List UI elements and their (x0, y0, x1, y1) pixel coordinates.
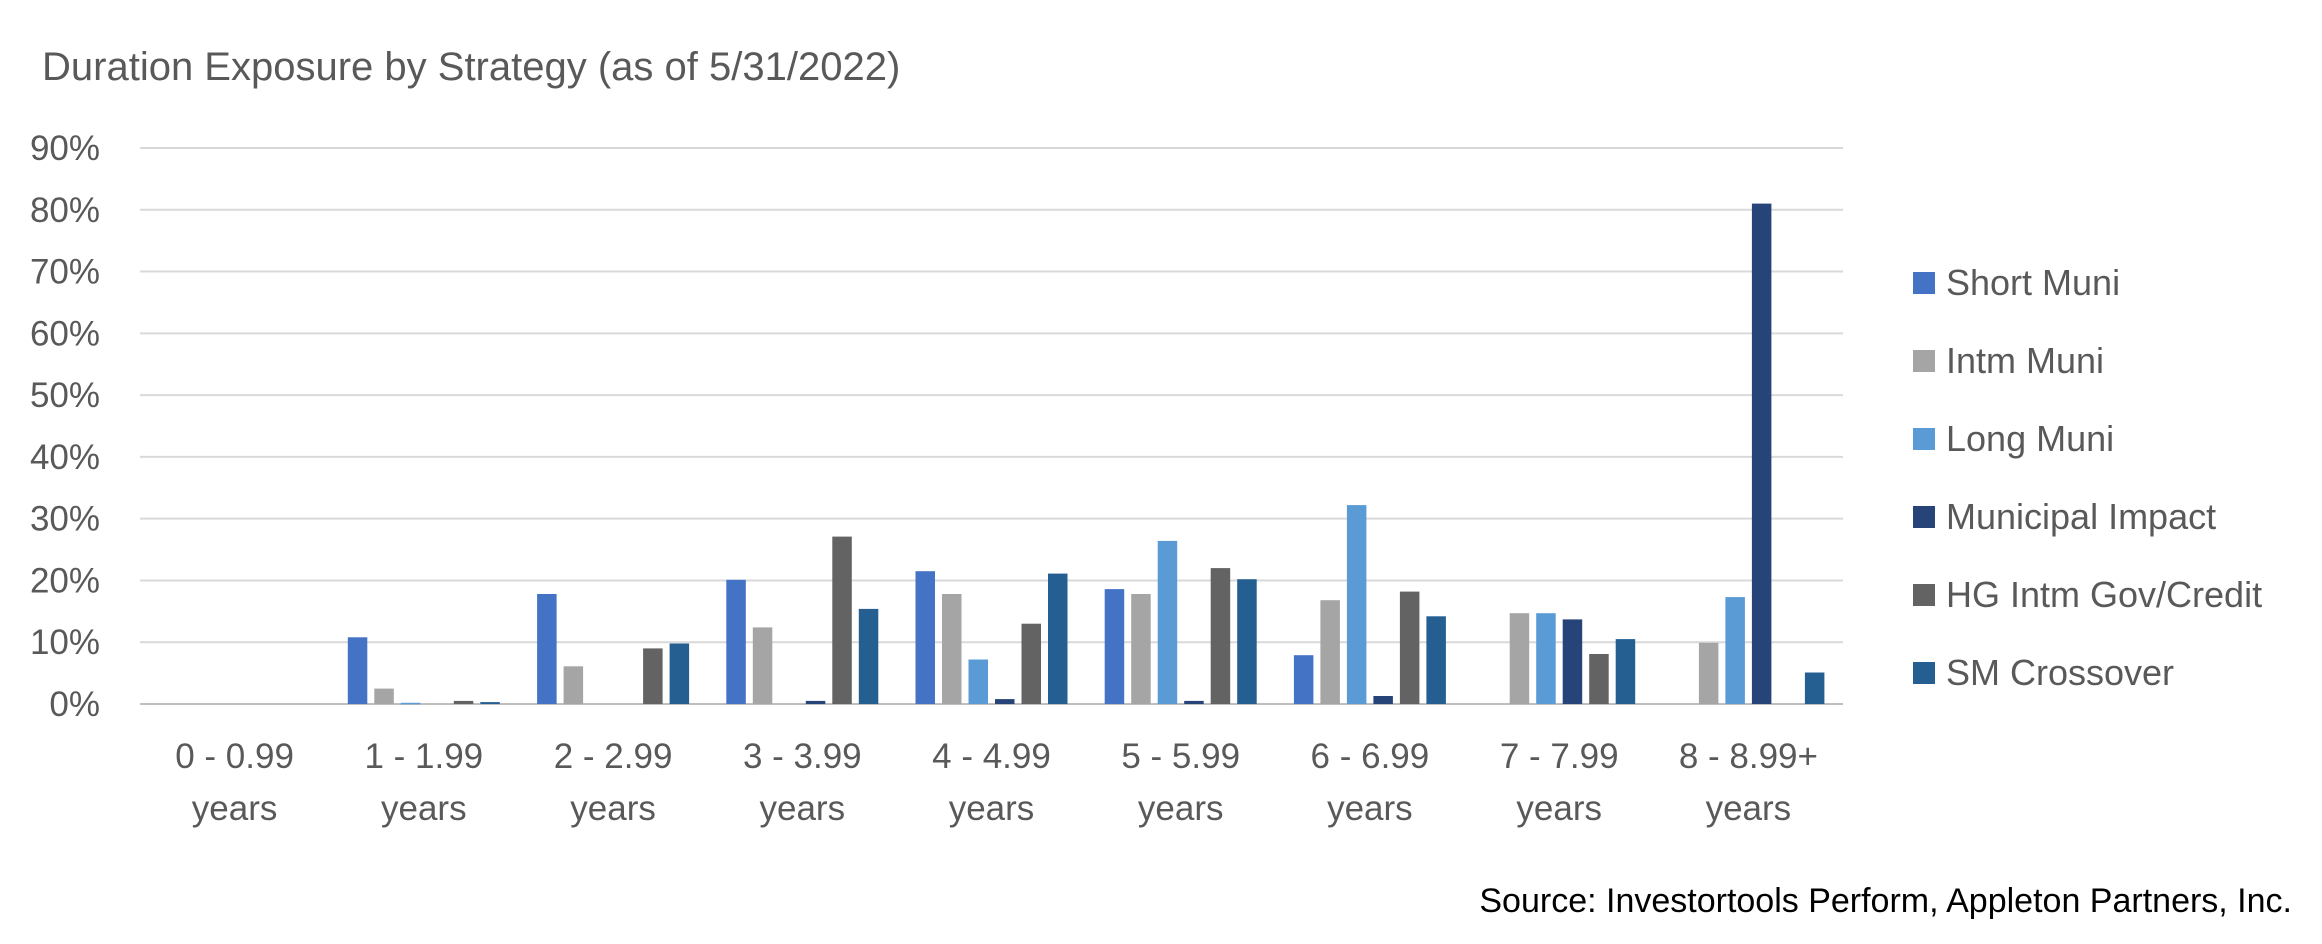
x-tick-label: years (192, 789, 278, 828)
gridlines (140, 147, 1843, 705)
series-long-muni (400, 505, 1745, 705)
bar (1804, 672, 1825, 704)
x-tick-label: years (1327, 789, 1413, 828)
bar (1184, 700, 1204, 704)
bar (1615, 639, 1636, 704)
legend-label: Long Muni (1946, 418, 2114, 459)
x-tick-label: 3 - 3.99 (743, 737, 862, 776)
bar (1210, 568, 1231, 704)
y-tick-label: 0% (49, 685, 100, 724)
y-tick-label: 60% (30, 314, 100, 353)
x-tick-label: 0 - 0.99 (175, 737, 294, 776)
x-tick-label: years (760, 789, 846, 828)
legend-label: Intm Muni (1946, 340, 2104, 381)
legend-label: Municipal Impact (1946, 496, 2216, 537)
legend-label: HG Intm Gov/Credit (1946, 574, 2262, 615)
bar (995, 699, 1015, 704)
x-tick-label: years (1138, 789, 1224, 828)
legend-swatch (1913, 506, 1935, 528)
x-tick-label: 4 - 4.99 (932, 737, 1051, 776)
legend-swatch (1913, 662, 1935, 684)
bar (1048, 573, 1068, 704)
bar (1536, 613, 1556, 704)
bars (347, 203, 1825, 705)
bar (1698, 642, 1719, 704)
bar (1426, 616, 1446, 704)
legend: Short Muni Intm Muni Long Muni Municipal Im… (1913, 262, 2262, 693)
bar (1751, 203, 1772, 704)
bar (752, 627, 773, 704)
x-axis: 0 - 0.99 years 1 - 1.99 years 2 - 2.99 years 3… (175, 737, 1818, 828)
x-tick-label: 7 - 7.99 (1500, 737, 1619, 776)
legend-swatch (1913, 428, 1935, 450)
legend-label: SM Crossover (1946, 652, 2174, 693)
bar (832, 536, 852, 704)
bar (1399, 591, 1420, 704)
x-tick-label: years (381, 789, 467, 828)
x-tick-label: 8 - 8.99+ (1679, 737, 1818, 776)
series-sm-crossover (480, 573, 1825, 704)
y-tick-label: 80% (30, 191, 100, 230)
legend-swatch (1913, 584, 1935, 606)
series-municipal-impact (805, 203, 1772, 704)
bar (1725, 597, 1745, 704)
bar (1562, 619, 1583, 704)
bar (563, 666, 584, 704)
y-tick-label: 70% (30, 253, 100, 292)
y-tick-label: 40% (30, 438, 100, 477)
bar (669, 643, 690, 704)
bar (1157, 540, 1178, 704)
bar (805, 700, 826, 704)
x-tick-label: years (1516, 789, 1602, 828)
x-tick-label: years (1706, 789, 1792, 828)
bar (1320, 600, 1340, 704)
bar (726, 579, 746, 704)
bar (1509, 613, 1530, 704)
x-tick-label: years (570, 789, 656, 828)
series-hg-intm-gov-credit (453, 536, 1609, 704)
legend-swatch (1913, 272, 1935, 294)
y-axis: 0% 10% 20% 30% 40% 50% 60% 70% 80% 90% (30, 129, 100, 724)
legend-swatch (1913, 350, 1935, 372)
bar (1104, 589, 1125, 704)
x-tick-label: 5 - 5.99 (1121, 737, 1240, 776)
x-tick-label: 2 - 2.99 (554, 737, 673, 776)
bar (480, 702, 500, 704)
bar (643, 648, 663, 704)
y-tick-label: 20% (30, 561, 100, 600)
bar (1346, 505, 1367, 704)
y-tick-label: 90% (30, 129, 100, 168)
bar (374, 688, 394, 704)
bar (915, 571, 935, 704)
bar (942, 594, 962, 704)
bar (1373, 696, 1393, 704)
legend-label: Short Muni (1946, 262, 2120, 303)
series-short-muni (347, 571, 1314, 704)
chart-title: Duration Exposure by Strategy (as of 5/3… (42, 45, 900, 89)
source-note: Source: Investortools Perform, Appleton … (1479, 882, 2292, 920)
y-tick-label: 10% (30, 623, 100, 662)
bar (1131, 594, 1151, 704)
bar (347, 637, 368, 704)
bar (858, 608, 879, 704)
bar (453, 700, 474, 704)
x-tick-label: years (949, 789, 1035, 828)
bar (1589, 654, 1609, 704)
y-tick-label: 50% (30, 376, 100, 415)
bar (1293, 655, 1314, 704)
y-tick-label: 30% (30, 500, 100, 539)
series-intm-muni (374, 594, 1719, 704)
x-tick-label: 1 - 1.99 (364, 737, 483, 776)
bar (537, 594, 557, 704)
bar (400, 702, 421, 705)
bar (1237, 579, 1257, 704)
bar (968, 659, 988, 704)
x-tick-label: 6 - 6.99 (1311, 737, 1430, 776)
bar (1021, 623, 1041, 704)
